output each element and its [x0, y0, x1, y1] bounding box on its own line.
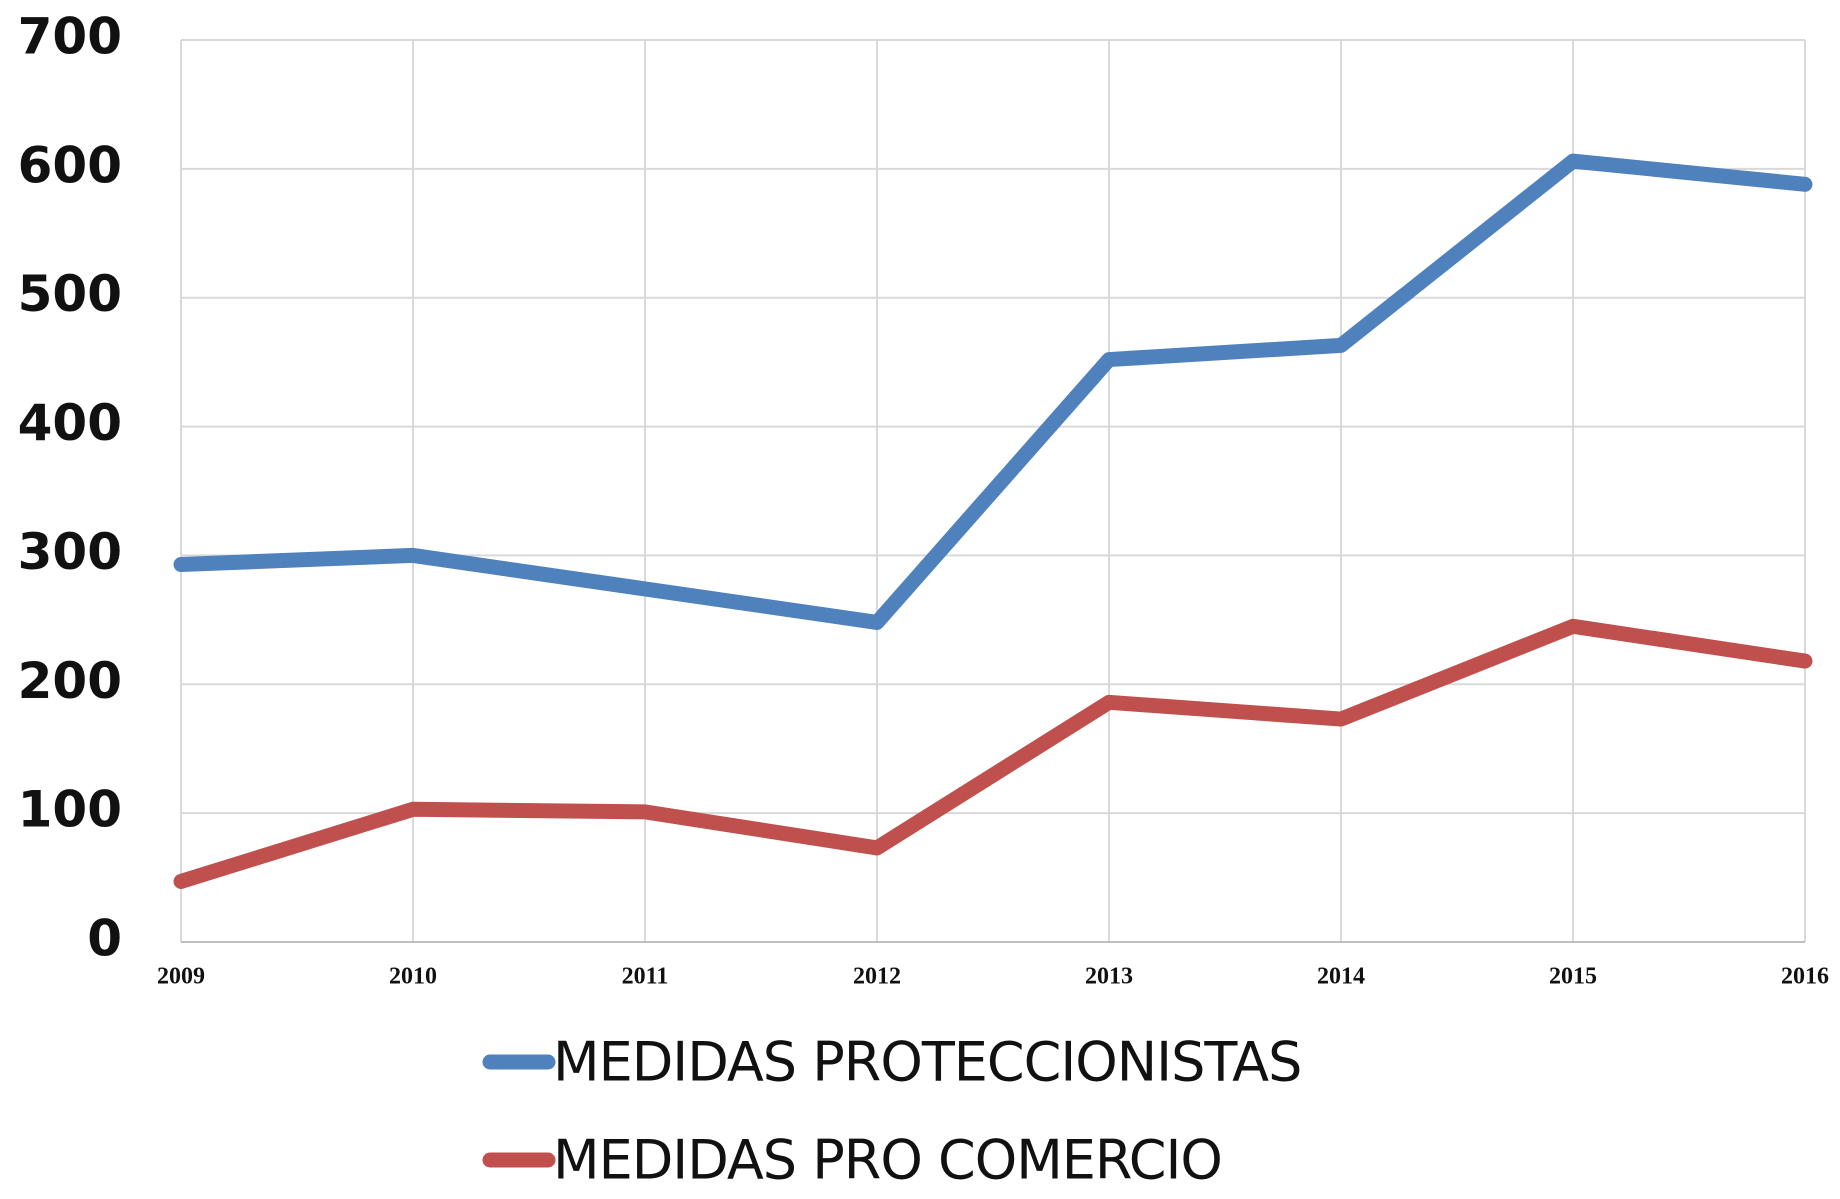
- y-tick-label: 600: [18, 136, 122, 194]
- x-tick-label: 2013: [1085, 964, 1133, 990]
- y-tick-label: 100: [18, 781, 122, 839]
- y-tick-label: 400: [18, 394, 122, 452]
- series-line: [173, 153, 1813, 630]
- x-tick-label: 2016: [1781, 964, 1829, 990]
- legend-label: MEDIDAS PROTECCIONISTAS: [553, 1031, 1301, 1094]
- x-tick-label: 2011: [622, 964, 669, 990]
- x-tick-label: 2009: [157, 964, 205, 990]
- y-tick-label: 0: [87, 910, 122, 968]
- x-tick-label: 2015: [1549, 964, 1597, 990]
- x-tick-label: 2010: [389, 964, 437, 990]
- y-tick-label: 500: [18, 265, 122, 323]
- y-tick-label: 300: [18, 523, 122, 581]
- series-line: [173, 618, 1813, 889]
- legend-label: MEDIDAS PRO COMERCIO: [553, 1129, 1222, 1192]
- x-tick-label: 2012: [853, 964, 901, 990]
- y-tick-label: 200: [18, 652, 122, 710]
- x-tick-label: 2014: [1317, 964, 1365, 990]
- y-tick-label: 700: [18, 8, 122, 66]
